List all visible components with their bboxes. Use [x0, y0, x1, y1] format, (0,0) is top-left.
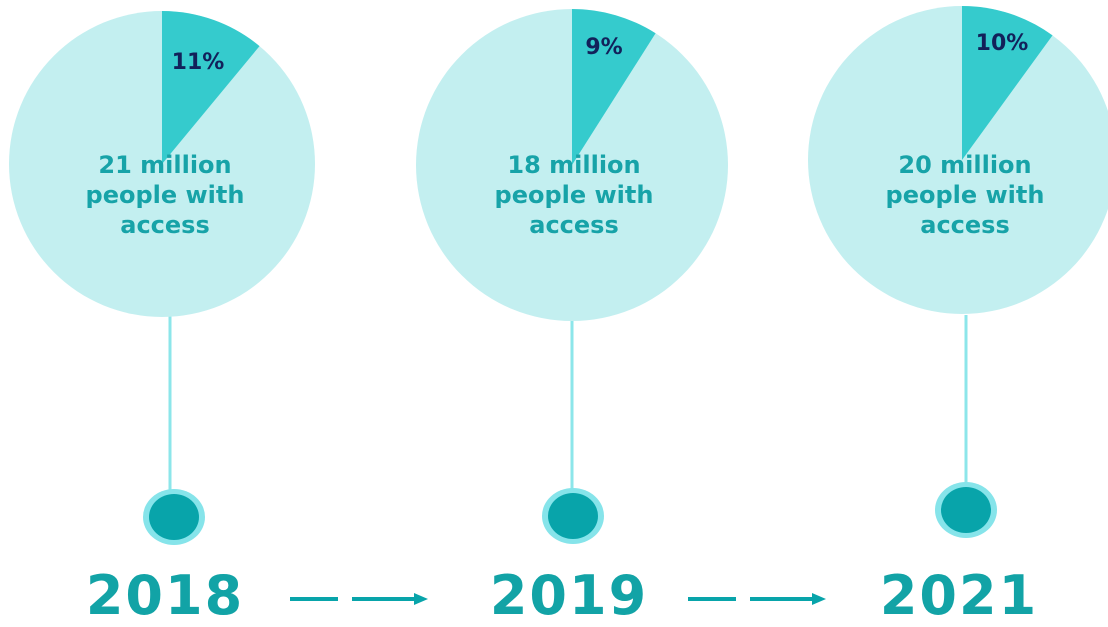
year-label-2018: 2018: [55, 566, 275, 626]
pie-caption-2021: 20 million people with access: [865, 150, 1065, 240]
year-label-2019: 2019: [459, 566, 679, 626]
percent-label-2021: 10%: [957, 31, 1047, 57]
percent-label-2018: 11%: [153, 50, 243, 76]
timeline-node-2019: [548, 493, 598, 539]
pie-caption-2019: 18 million people with access: [474, 150, 674, 240]
arrow-2019-2021-head: [812, 593, 826, 605]
timeline-node-2018: [149, 494, 199, 540]
pie-caption-2018: 21 million people with access: [65, 150, 265, 240]
year-label-2021: 2021: [849, 566, 1069, 626]
arrow-2018-2019-head: [414, 593, 428, 605]
percent-label-2019: 9%: [559, 35, 649, 61]
timeline-node-2021: [941, 487, 991, 533]
